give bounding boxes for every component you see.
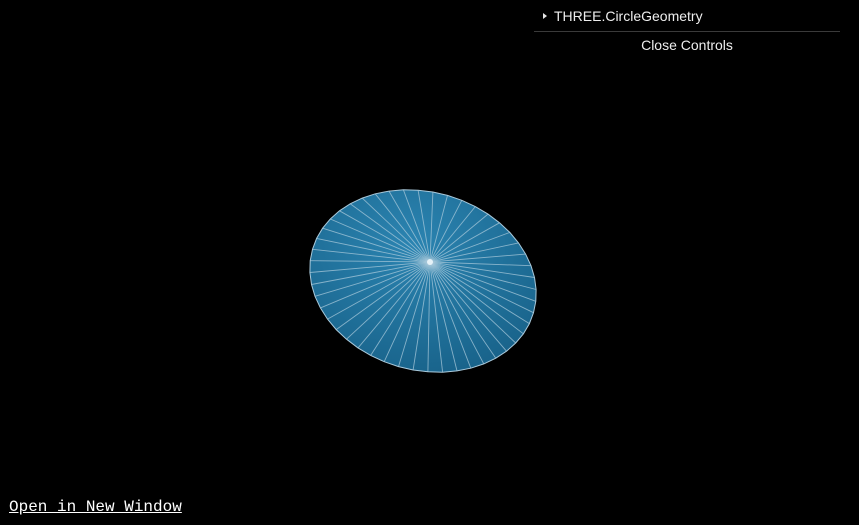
center-vertex: [427, 259, 433, 265]
close-controls-button[interactable]: Close Controls: [534, 32, 840, 58]
circle-geometry-mesh: [310, 190, 536, 372]
geometry-folder-label: THREE.CircleGeometry: [554, 8, 703, 24]
open-in-new-window-link[interactable]: Open in New Window: [9, 498, 182, 516]
geometry-folder[interactable]: THREE.CircleGeometry: [534, 0, 840, 32]
caret-right-icon: [543, 13, 547, 19]
controls-panel: THREE.CircleGeometry Close Controls: [534, 0, 840, 58]
